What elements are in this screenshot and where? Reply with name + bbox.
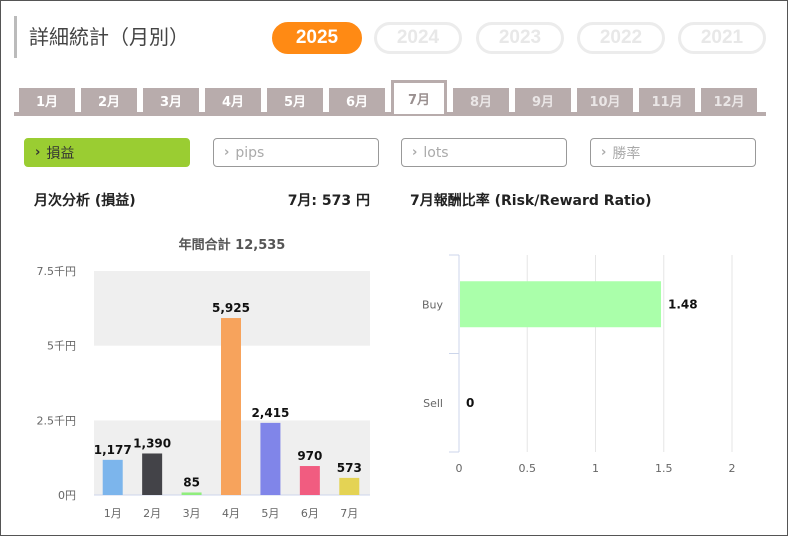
tab-month-11: 11月: [639, 88, 695, 112]
current-month-value: 7月: 573 円: [287, 193, 370, 209]
x-tick-label: 1: [592, 462, 599, 475]
metric-label: lots: [423, 144, 449, 161]
annual-total: 年間合計 12,535: [178, 238, 286, 253]
chevron-right-icon: ›: [224, 145, 230, 160]
x-tick-label: 5月: [261, 507, 279, 520]
risk-reward-chart: 0 0.5 1 1.5 2 Buy 1.48 Sell 0: [422, 254, 736, 475]
y-tick-label: 7.5千円: [37, 265, 77, 278]
metric-label: 勝率: [612, 145, 641, 162]
x-tick-label: 3月: [183, 507, 201, 520]
bar-value-label: 2,415: [251, 406, 289, 420]
page-title: 詳細統計（月別）: [14, 16, 189, 58]
category-label: Buy: [422, 298, 444, 311]
x-tick-label: 1月: [104, 507, 122, 520]
year-button-2023: 2023: [476, 22, 564, 54]
bar-value-label: 0: [466, 396, 474, 410]
bar-1月[interactable]: [102, 459, 123, 495]
x-tick-label: 1.5: [655, 462, 673, 475]
tab-month-10: 10月: [577, 88, 633, 112]
tab-month-4[interactable]: 4月: [205, 88, 261, 112]
x-tick-label: 2月: [143, 507, 161, 520]
x-tick-label: 6月: [301, 507, 319, 520]
tab-month-12: 12月: [701, 88, 757, 112]
bar-Buy[interactable]: [460, 281, 662, 328]
chevron-right-icon: ›: [35, 145, 41, 160]
bar-value-label: 970: [297, 449, 322, 463]
bar-value-label: 1,390: [133, 436, 171, 450]
tab-month-5[interactable]: 5月: [267, 88, 323, 112]
bar-3月[interactable]: [181, 492, 202, 495]
year-button-2021: 2021: [678, 22, 766, 54]
bar-value-label: 85: [183, 475, 200, 489]
bar-value-label: 1,177: [94, 443, 132, 457]
bar-value-label: 5,925: [212, 301, 250, 315]
monthly-pnl-chart: 0円 2.5千円 5千円 7.5千円 1,177 1月 1,390 2月 85 3月 5,925 4月…: [37, 265, 370, 520]
bar-7月[interactable]: [339, 477, 360, 495]
x-tick-label: 0: [456, 462, 463, 475]
y-tick-label: 0円: [58, 489, 76, 502]
x-tick-label: 0.5: [519, 462, 537, 475]
tab-month-1[interactable]: 1月: [19, 88, 75, 112]
year-button-2025[interactable]: 2025: [272, 22, 362, 54]
tab-month-3[interactable]: 3月: [143, 88, 199, 112]
chevron-right-icon: ›: [601, 145, 607, 160]
y-tick-label: 5千円: [47, 340, 76, 353]
bar-2月[interactable]: [142, 453, 163, 495]
bar-value-label: 573: [337, 461, 362, 475]
tab-month-9: 9月: [515, 88, 571, 112]
bar-5月[interactable]: [260, 422, 281, 495]
tab-month-6[interactable]: 6月: [329, 88, 385, 112]
month-tabs-baseline: [14, 112, 766, 116]
bar-6月[interactable]: [299, 466, 320, 495]
year-button-2022: 2022: [577, 22, 665, 54]
monthly-analysis-heading: 月次分析 (損益): [34, 193, 136, 209]
metric-button-3[interactable]: › 勝率: [590, 138, 756, 167]
metric-button-0[interactable]: › 損益: [24, 138, 190, 167]
metric-button-1[interactable]: › pips: [213, 138, 379, 167]
year-button-2024: 2024: [374, 22, 462, 54]
tab-month-8: 8月: [453, 88, 509, 112]
bar-4月[interactable]: [221, 318, 241, 495]
x-tick-label: 7月: [340, 507, 358, 520]
metric-button-2[interactable]: › lots: [401, 138, 567, 167]
chevron-right-icon: ›: [412, 145, 418, 160]
risk-reward-heading: 7月報酬比率 (Risk/Reward Ratio): [410, 193, 652, 209]
tab-month-2[interactable]: 2月: [81, 88, 137, 112]
category-label: Sell: [423, 397, 443, 410]
x-tick-label: 2: [729, 462, 736, 475]
metric-label: 損益: [46, 145, 75, 162]
metric-label: pips: [235, 144, 265, 161]
tab-month-7[interactable]: 7月: [391, 80, 447, 114]
x-tick-label: 4月: [222, 507, 240, 520]
y-tick-label: 2.5千円: [37, 414, 77, 427]
bar-value-label: 1.48: [668, 297, 698, 311]
